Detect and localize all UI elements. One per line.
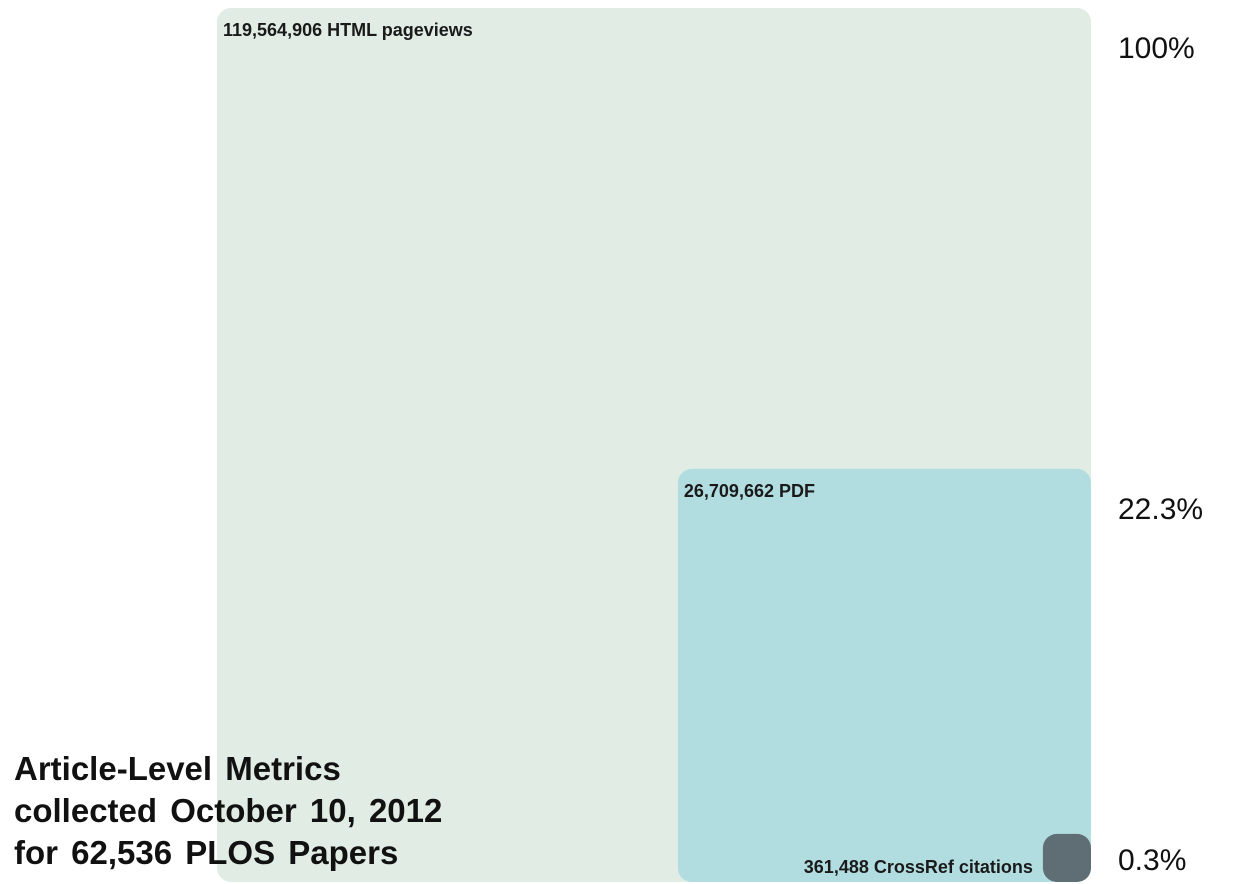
crossref-citations-percent: 0.3% — [1118, 844, 1186, 877]
crossref-citations-label: 361,488 CrossRef citations — [804, 857, 1033, 877]
labels-layer: 119,564,906 HTML pageviews 100% 26,709,662… — [223, 20, 1203, 877]
caption-line-2: collected October 10, 2012 — [14, 792, 443, 829]
html-pageviews-label: 119,564,906 HTML pageviews — [223, 20, 473, 40]
chart-caption: Article-Level Metrics collected October … — [14, 748, 442, 874]
pdf-downloads-percent: 22.3% — [1118, 493, 1203, 526]
pdf-downloads-box — [677, 468, 1091, 882]
crossref-citations-box — [1042, 833, 1091, 882]
pdf-downloads-label: 26,709,662 PDF — [684, 481, 815, 501]
html-pageviews-percent: 100% — [1118, 32, 1195, 65]
caption-line-3: for 62,536 PLOS Papers — [14, 834, 399, 871]
caption-line-1: Article-Level Metrics — [14, 750, 341, 787]
boxes-layer — [217, 8, 1091, 882]
